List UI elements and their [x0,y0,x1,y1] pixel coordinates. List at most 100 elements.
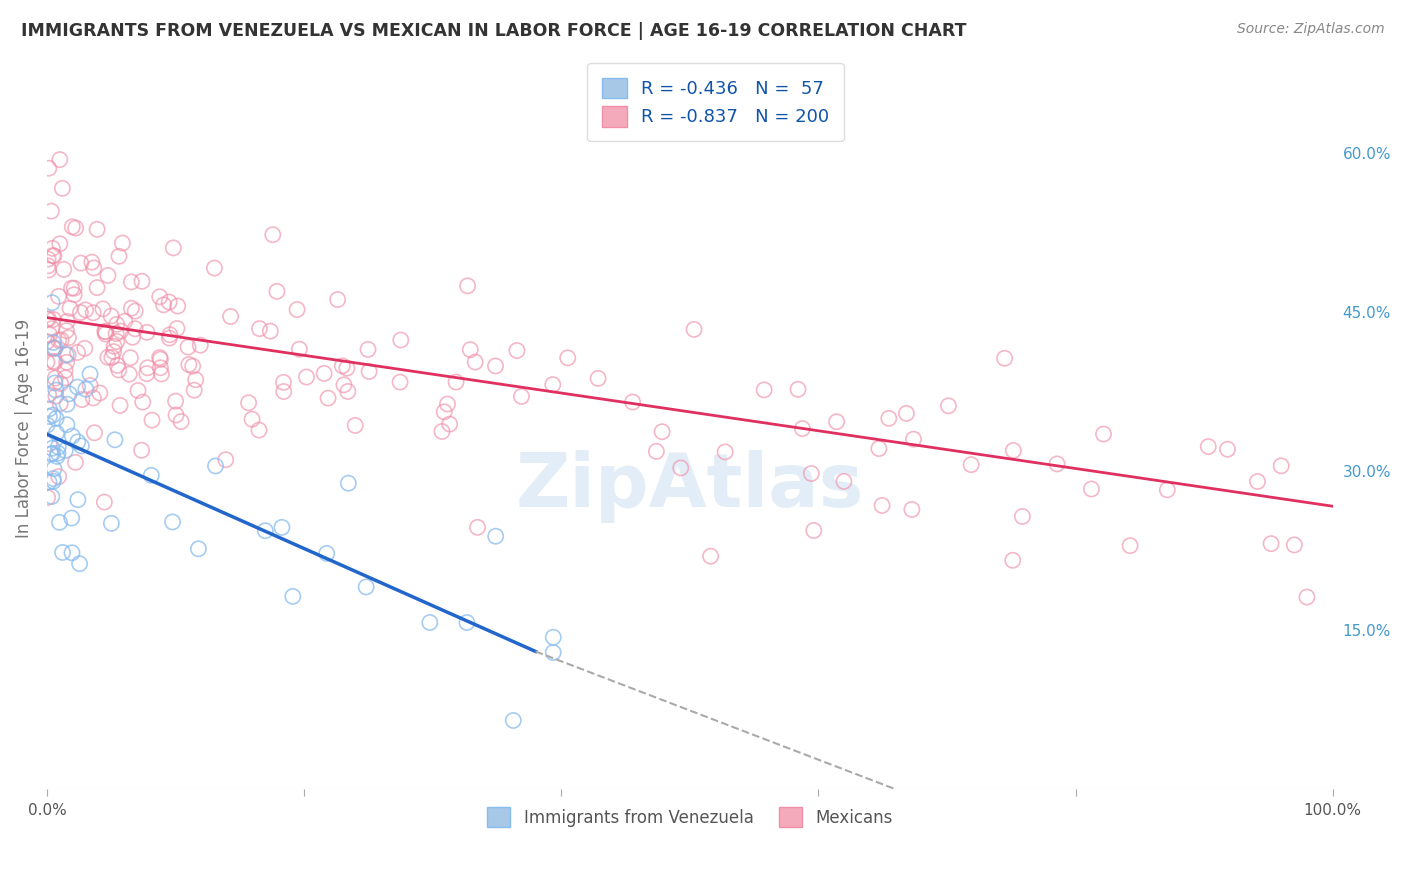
Point [1001,553,1024,567]
Point [53,363,76,377]
Point [46,450,69,464]
Point [107,363,129,377]
Point [41,321,63,335]
Point [238,396,260,410]
Point [344,418,367,433]
Point [42,472,65,486]
Point [37,252,59,266]
Point [464,355,486,369]
Point [93,495,115,509]
Point [86,280,108,294]
Point [108,398,131,412]
Point [132,395,155,409]
Point [247,423,270,437]
Point [60,281,83,295]
Point [42,312,65,326]
Point [254,524,277,538]
Text: Source: ZipAtlas.com: Source: ZipAtlas.com [1237,22,1385,37]
Point [82,391,104,405]
Point [165,408,187,422]
Point [314,367,336,381]
Point [70,439,93,453]
Point [120,275,142,289]
Point [66,492,89,507]
Point [38,409,60,424]
Point [166,299,188,313]
Point [181,359,204,373]
Point [94,325,117,339]
Point [48,333,70,347]
Point [105,334,128,349]
Point [66,434,89,449]
Point [38,436,60,450]
Point [557,351,579,365]
Text: IMMIGRANTS FROM VENEZUELA VS MEXICAN IN LABOR FORCE | AGE 16-19 CORRELATION CHAR: IMMIGRANTS FROM VENEZUELA VS MEXICAN IN … [21,22,966,40]
Point [714,445,737,459]
Point [1080,482,1102,496]
Point [316,391,339,405]
Point [49,376,72,391]
Point [177,358,200,372]
Point [136,326,159,340]
Point [315,546,337,560]
Point [48,469,70,483]
Point [188,338,211,352]
Point [42,354,65,368]
Point [699,549,721,564]
Point [336,384,359,399]
Point [51,181,73,195]
Point [108,249,131,263]
Point [803,524,825,538]
Point [502,714,524,728]
Point [149,351,172,365]
Point [69,557,91,571]
Point [91,301,114,316]
Point [159,327,181,342]
Point [52,262,75,277]
Point [38,401,60,416]
Point [170,415,193,429]
Point [419,615,441,630]
Point [439,417,461,431]
Point [42,341,65,355]
Point [83,425,105,440]
Point [59,301,82,316]
Point [467,520,489,534]
Point [295,370,318,384]
Point [683,322,706,336]
Point [105,326,128,341]
Point [114,314,136,328]
Point [52,545,75,559]
Point [41,442,63,456]
Point [219,310,242,324]
Point [35,355,58,369]
Point [45,425,67,440]
Point [60,219,83,234]
Point [433,405,456,419]
Point [53,443,76,458]
Point [149,290,172,304]
Text: ZipAtlas: ZipAtlas [516,450,865,523]
Point [1156,483,1178,497]
Point [49,236,72,251]
Point [73,342,96,356]
Point [75,382,97,396]
Point [285,302,308,317]
Point [94,327,117,342]
Point [187,541,209,556]
Point [870,499,893,513]
Point [458,343,481,357]
Point [868,442,890,456]
Point [271,520,294,534]
Point [103,339,125,353]
Point [787,382,810,396]
Point [457,278,479,293]
Point [105,318,128,332]
Point [800,467,823,481]
Point [994,351,1017,366]
Point [38,387,60,401]
Point [58,386,80,401]
Point [38,327,60,342]
Point [42,249,65,263]
Point [184,373,207,387]
